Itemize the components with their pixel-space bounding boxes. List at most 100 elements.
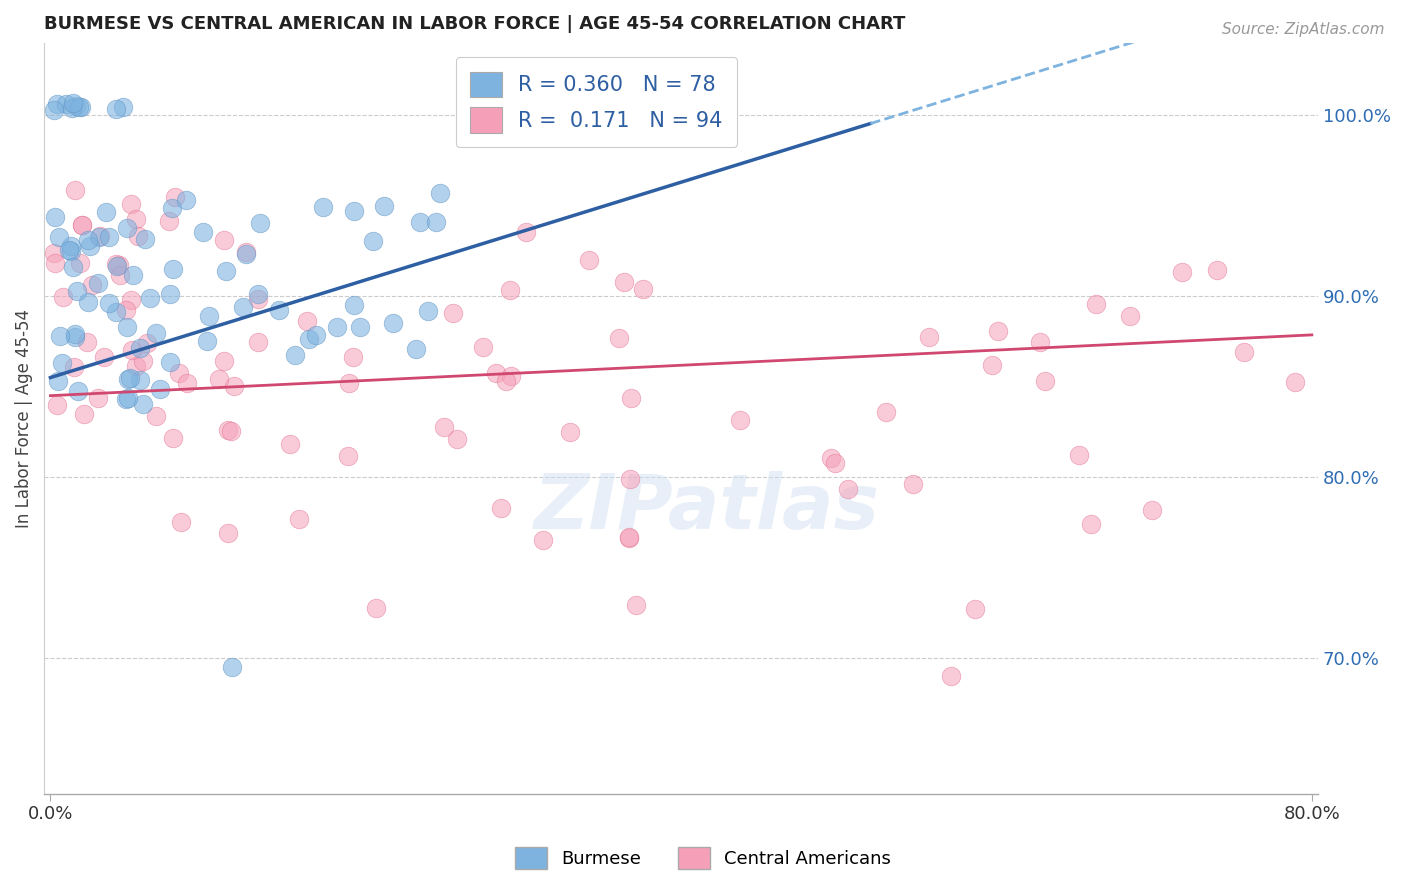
Point xyxy=(1140,503,1163,517)
Point xyxy=(60,239,83,253)
Point xyxy=(60,244,83,259)
Point xyxy=(112,100,135,114)
Point xyxy=(283,348,305,362)
Point xyxy=(52,289,75,303)
Point xyxy=(139,291,162,305)
Point xyxy=(70,100,93,114)
Point xyxy=(222,379,245,393)
Point xyxy=(157,214,180,228)
Point xyxy=(97,230,120,244)
Point xyxy=(120,196,142,211)
Point xyxy=(110,268,132,283)
Point xyxy=(114,392,136,407)
Point xyxy=(837,482,859,496)
Point xyxy=(163,190,186,204)
Point xyxy=(125,359,148,374)
Point xyxy=(965,601,987,615)
Point xyxy=(63,330,86,344)
Point xyxy=(1080,517,1102,532)
Point xyxy=(42,246,65,260)
Point xyxy=(76,335,98,350)
Point xyxy=(1233,345,1256,359)
Point xyxy=(485,366,508,380)
Point xyxy=(120,293,142,307)
Text: BURMESE VS CENTRAL AMERICAN IN LABOR FORCE | AGE 45-54 CORRELATION CHART: BURMESE VS CENTRAL AMERICAN IN LABOR FOR… xyxy=(44,15,905,33)
Point xyxy=(619,531,641,545)
Point xyxy=(46,374,69,388)
Point xyxy=(337,376,360,390)
Point xyxy=(489,501,512,516)
Point xyxy=(918,330,941,344)
Point xyxy=(287,512,309,526)
Point xyxy=(98,295,121,310)
Point xyxy=(73,407,96,421)
Point xyxy=(1033,374,1056,388)
Point xyxy=(235,245,257,260)
Point xyxy=(619,472,641,486)
Point xyxy=(62,95,84,110)
Point xyxy=(46,399,69,413)
Point xyxy=(65,99,87,113)
Point xyxy=(235,247,257,261)
Point xyxy=(312,200,335,214)
Point xyxy=(441,306,464,320)
Point xyxy=(824,457,846,471)
Point xyxy=(1028,335,1050,350)
Point xyxy=(104,102,127,116)
Point xyxy=(364,601,387,615)
Point xyxy=(1205,263,1227,277)
Point xyxy=(361,235,384,249)
Point xyxy=(70,219,93,233)
Point xyxy=(162,262,184,277)
Point xyxy=(558,425,581,439)
Point xyxy=(62,359,84,374)
Point xyxy=(498,283,520,297)
Point xyxy=(267,303,290,318)
Point xyxy=(176,376,198,390)
Point xyxy=(51,356,73,370)
Point xyxy=(1284,376,1306,390)
Point xyxy=(67,384,90,398)
Point xyxy=(631,283,654,297)
Point xyxy=(79,239,101,253)
Point xyxy=(129,373,152,387)
Point xyxy=(382,317,405,331)
Point xyxy=(405,342,427,356)
Point xyxy=(87,391,110,405)
Point xyxy=(728,413,751,427)
Point xyxy=(278,437,301,451)
Point xyxy=(93,350,115,364)
Point xyxy=(145,409,167,424)
Point xyxy=(167,367,190,381)
Point xyxy=(246,334,269,349)
Point xyxy=(44,255,66,269)
Point xyxy=(901,477,924,491)
Point xyxy=(515,225,537,239)
Point xyxy=(418,304,440,318)
Point xyxy=(219,425,242,439)
Point xyxy=(941,669,963,683)
Point xyxy=(69,256,91,270)
Point xyxy=(86,276,108,290)
Point xyxy=(249,216,271,230)
Point xyxy=(46,96,69,111)
Point xyxy=(501,369,523,384)
Point xyxy=(80,278,103,293)
Point xyxy=(298,332,321,346)
Point xyxy=(212,354,235,368)
Point xyxy=(89,228,111,243)
Point xyxy=(58,243,80,257)
Point xyxy=(247,287,270,301)
Point xyxy=(131,353,153,368)
Point xyxy=(195,334,218,349)
Y-axis label: In Labor Force | Age 45-54: In Labor Force | Age 45-54 xyxy=(15,309,32,528)
Text: ZIPatlas: ZIPatlas xyxy=(534,471,880,545)
Point xyxy=(247,292,270,306)
Point xyxy=(1084,297,1107,311)
Point xyxy=(62,260,84,274)
Point xyxy=(127,228,149,243)
Point xyxy=(295,314,318,328)
Point xyxy=(208,372,231,386)
Legend: R = 0.360   N = 78, R =  0.171   N = 94: R = 0.360 N = 78, R = 0.171 N = 94 xyxy=(456,57,737,147)
Point xyxy=(217,423,239,437)
